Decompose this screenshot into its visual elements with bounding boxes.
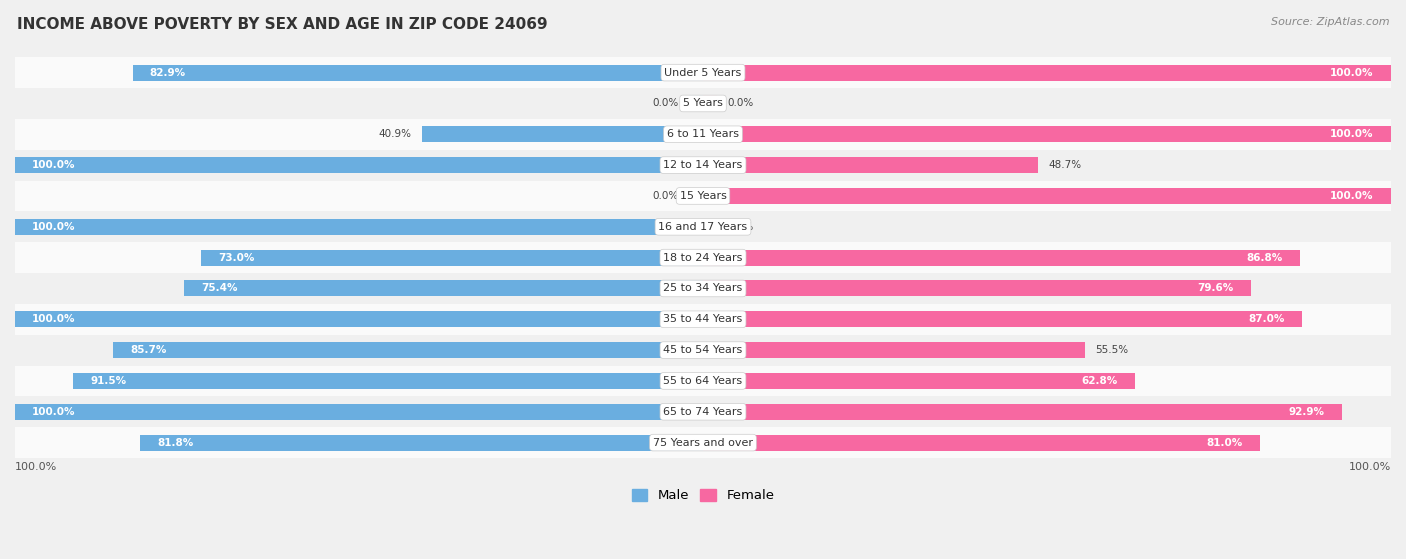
Text: 100.0%: 100.0% <box>32 222 76 232</box>
Text: 100.0%: 100.0% <box>1330 129 1374 139</box>
Bar <box>15 366 1391 396</box>
Text: 75.4%: 75.4% <box>201 283 238 293</box>
Bar <box>703 188 1391 204</box>
Text: 48.7%: 48.7% <box>1049 160 1081 170</box>
Bar <box>703 281 1251 296</box>
Bar <box>703 311 1302 327</box>
Legend: Male, Female: Male, Female <box>626 484 780 508</box>
Bar <box>15 211 1391 242</box>
Text: 40.9%: 40.9% <box>378 129 412 139</box>
Text: 100.0%: 100.0% <box>32 314 76 324</box>
Text: 100.0%: 100.0% <box>32 407 76 417</box>
Text: 73.0%: 73.0% <box>218 253 254 263</box>
Text: 55.5%: 55.5% <box>1095 345 1128 355</box>
Text: 79.6%: 79.6% <box>1197 283 1233 293</box>
Bar <box>15 427 1391 458</box>
Bar <box>15 119 1391 150</box>
Bar <box>689 188 703 204</box>
Bar <box>703 434 1260 451</box>
Bar <box>15 242 1391 273</box>
Text: 81.0%: 81.0% <box>1206 438 1243 448</box>
Bar <box>15 157 703 173</box>
Text: 16 and 17 Years: 16 and 17 Years <box>658 222 748 232</box>
Text: 35 to 44 Years: 35 to 44 Years <box>664 314 742 324</box>
Text: 91.5%: 91.5% <box>90 376 127 386</box>
Bar <box>703 250 1301 266</box>
Bar <box>703 96 717 111</box>
Text: 100.0%: 100.0% <box>1330 191 1374 201</box>
Bar <box>15 181 1391 211</box>
Bar <box>141 434 703 451</box>
Text: 0.0%: 0.0% <box>727 222 754 232</box>
Text: 100.0%: 100.0% <box>32 160 76 170</box>
Bar <box>73 373 703 389</box>
Bar <box>689 96 703 111</box>
Bar <box>15 219 703 235</box>
Bar <box>703 342 1085 358</box>
Text: 75 Years and over: 75 Years and over <box>652 438 754 448</box>
Text: 0.0%: 0.0% <box>727 98 754 108</box>
Bar <box>15 150 1391 181</box>
Text: Source: ZipAtlas.com: Source: ZipAtlas.com <box>1271 17 1389 27</box>
Text: 81.8%: 81.8% <box>157 438 194 448</box>
Bar <box>132 65 703 80</box>
Bar <box>15 273 1391 304</box>
Text: 100.0%: 100.0% <box>1330 68 1374 78</box>
Text: 87.0%: 87.0% <box>1249 314 1284 324</box>
Bar <box>201 250 703 266</box>
Bar <box>15 57 1391 88</box>
Bar <box>703 219 717 235</box>
Text: 45 to 54 Years: 45 to 54 Years <box>664 345 742 355</box>
Text: 82.9%: 82.9% <box>150 68 186 78</box>
Bar <box>422 126 703 143</box>
Text: 0.0%: 0.0% <box>652 98 679 108</box>
Text: 92.9%: 92.9% <box>1289 407 1324 417</box>
Text: INCOME ABOVE POVERTY BY SEX AND AGE IN ZIP CODE 24069: INCOME ABOVE POVERTY BY SEX AND AGE IN Z… <box>17 17 547 32</box>
Bar <box>15 304 1391 335</box>
Bar <box>703 157 1038 173</box>
Bar <box>15 311 703 327</box>
Bar <box>703 65 1391 80</box>
Text: 18 to 24 Years: 18 to 24 Years <box>664 253 742 263</box>
Text: 62.8%: 62.8% <box>1081 376 1118 386</box>
Bar <box>703 373 1135 389</box>
Text: 15 Years: 15 Years <box>679 191 727 201</box>
Text: 0.0%: 0.0% <box>652 191 679 201</box>
Text: Under 5 Years: Under 5 Years <box>665 68 741 78</box>
Text: 25 to 34 Years: 25 to 34 Years <box>664 283 742 293</box>
Text: 65 to 74 Years: 65 to 74 Years <box>664 407 742 417</box>
Text: 100.0%: 100.0% <box>1348 462 1391 472</box>
Text: 85.7%: 85.7% <box>131 345 167 355</box>
Text: 55 to 64 Years: 55 to 64 Years <box>664 376 742 386</box>
Text: 12 to 14 Years: 12 to 14 Years <box>664 160 742 170</box>
Bar <box>15 396 1391 427</box>
Text: 5 Years: 5 Years <box>683 98 723 108</box>
Bar <box>15 88 1391 119</box>
Text: 6 to 11 Years: 6 to 11 Years <box>666 129 740 139</box>
Bar <box>114 342 703 358</box>
Text: 86.8%: 86.8% <box>1247 253 1284 263</box>
Bar <box>15 335 1391 366</box>
Bar <box>15 404 703 420</box>
Text: 100.0%: 100.0% <box>15 462 58 472</box>
Bar <box>703 404 1343 420</box>
Bar <box>703 126 1391 143</box>
Bar <box>184 281 703 296</box>
